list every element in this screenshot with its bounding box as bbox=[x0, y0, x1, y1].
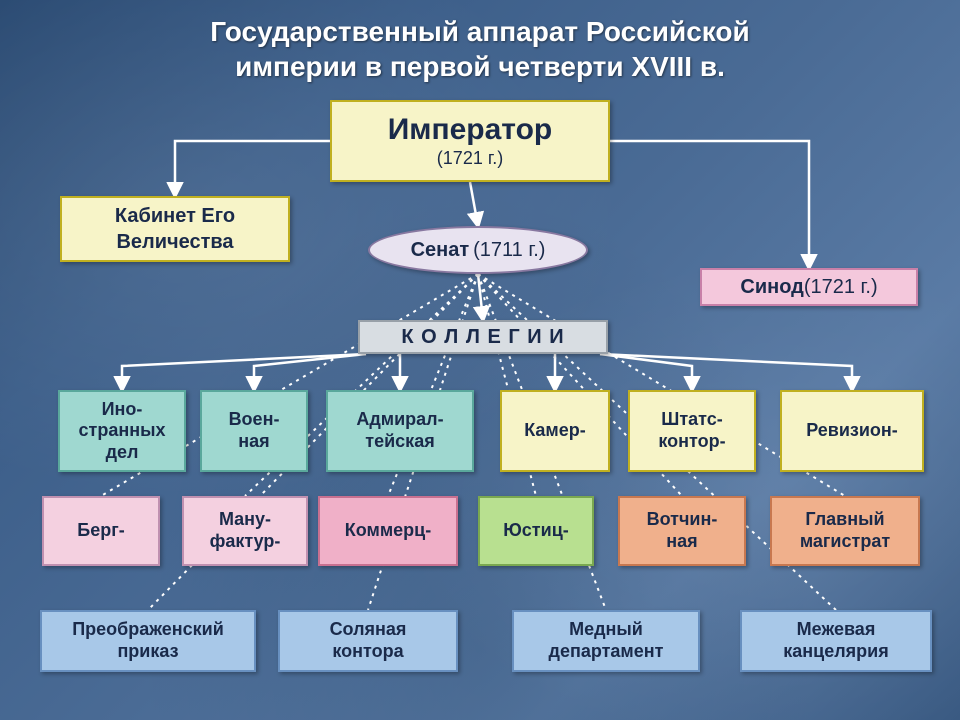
kollegia-r1-0: Ино- странных дел bbox=[58, 390, 186, 472]
kollegia-r2-3: Юстиц- bbox=[478, 496, 594, 566]
bottom-3: Межевая канцелярия bbox=[740, 610, 932, 672]
sinod-bold: Синод bbox=[740, 275, 803, 299]
senat-bold: Сенат bbox=[411, 238, 470, 262]
emperor-sub: (1721 г.) bbox=[437, 148, 503, 170]
bottom-0: Преображенский приказ bbox=[40, 610, 256, 672]
kollegia-r2-2: Коммерц- bbox=[318, 496, 458, 566]
sinod-box: Синод (1721 г.) bbox=[700, 268, 918, 306]
page-title: Государственный аппарат Российской импер… bbox=[0, 14, 960, 84]
kollegia-r1-5: Ревизион- bbox=[780, 390, 924, 472]
kollegia-r1-2: Адмирал- тейская bbox=[326, 390, 474, 472]
kollegii-bar: К О Л Л Е Г И И bbox=[358, 320, 608, 354]
sinod-norm: (1721 г.) bbox=[804, 275, 878, 299]
kollegia-r2-4: Вотчин- ная bbox=[618, 496, 746, 566]
emperor-box: Император (1721 г.) bbox=[330, 100, 610, 182]
title-line1: Государственный аппарат Российской bbox=[210, 16, 750, 47]
kollegia-r2-0: Берг- bbox=[42, 496, 160, 566]
emperor-main: Император bbox=[388, 112, 553, 148]
bottom-2: Медный департамент bbox=[512, 610, 700, 672]
cabinet-box: Кабинет Его Величества bbox=[60, 196, 290, 262]
kollegia-r1-3: Камер- bbox=[500, 390, 610, 472]
kollegia-r2-1: Ману- фактур- bbox=[182, 496, 308, 566]
title-line2: империи в первой четверти XVIII в. bbox=[235, 51, 725, 82]
kollegia-r1-4: Штатс- контор- bbox=[628, 390, 756, 472]
kollegia-r1-1: Воен- ная bbox=[200, 390, 308, 472]
senat-box: Сенат (1711 г.) bbox=[368, 226, 588, 274]
bottom-1: Соляная контора bbox=[278, 610, 458, 672]
kollegia-r2-5: Главный магистрат bbox=[770, 496, 920, 566]
cabinet-label: Кабинет Его Величества bbox=[68, 203, 282, 255]
senat-norm: (1711 г.) bbox=[473, 238, 545, 262]
kollegii-label: К О Л Л Е Г И И bbox=[401, 325, 564, 349]
